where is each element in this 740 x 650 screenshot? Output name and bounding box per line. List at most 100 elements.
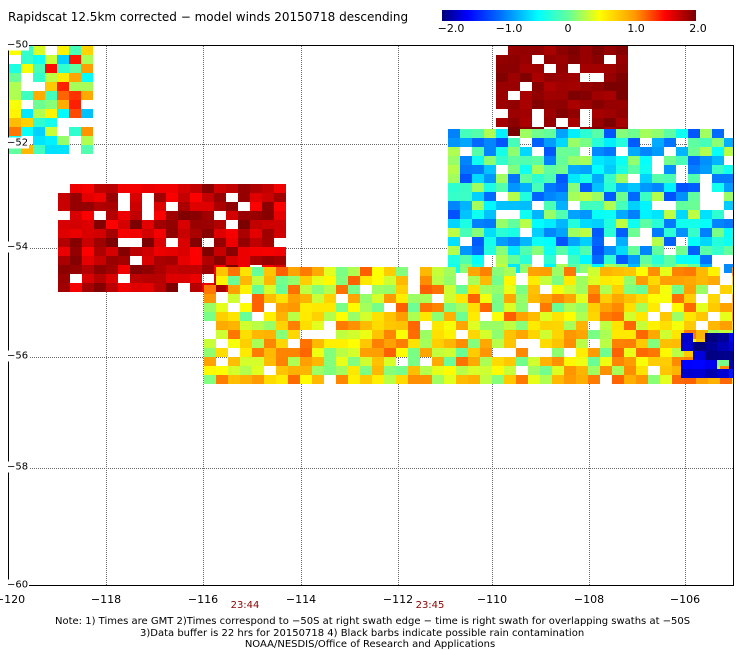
heatmap-cell — [687, 128, 700, 138]
heatmap-cell — [671, 356, 684, 366]
heatmap-cell — [239, 329, 252, 339]
heatmap-cell — [275, 347, 288, 357]
heatmap-cell — [616, 118, 629, 127]
heatmap-cell — [651, 137, 664, 147]
heatmap-cell — [287, 347, 300, 357]
heatmap-cell — [615, 155, 628, 165]
heatmap-cell — [699, 137, 712, 147]
heatmap-cell — [201, 247, 214, 256]
heatmap-cell — [591, 245, 604, 255]
grid-lat-54 — [9, 248, 733, 249]
heatmap-cell — [687, 245, 700, 255]
heatmap-cell — [729, 351, 733, 361]
heatmap-cell — [532, 82, 545, 91]
x-tick-label: −108 — [573, 593, 605, 606]
heatmap-cell — [731, 293, 733, 303]
heatmap-cell — [177, 229, 190, 238]
heatmap-cell — [395, 365, 408, 375]
heatmap-cell — [177, 193, 190, 202]
heatmap-cell — [9, 82, 21, 91]
heatmap-cell — [659, 320, 672, 330]
heatmap-cell — [447, 218, 460, 228]
heatmap-cell — [611, 374, 624, 384]
heatmap-cell — [81, 211, 94, 220]
heatmap-cell — [33, 109, 45, 118]
heatmap-cell — [592, 91, 605, 100]
heatmap-cell — [507, 155, 520, 165]
heatmap-cell — [93, 256, 106, 265]
heatmap-cell — [731, 302, 733, 312]
heatmap-cell — [471, 227, 484, 237]
heatmap-cell — [483, 191, 496, 201]
heatmap-cell — [443, 320, 456, 330]
heatmap-cell — [263, 347, 276, 357]
heatmap-cell — [723, 137, 733, 147]
heatmap-cell — [705, 333, 718, 343]
heatmap-cell — [33, 127, 45, 136]
heatmap-cell — [323, 266, 336, 276]
heatmap-cell — [531, 236, 544, 246]
colorbar — [442, 10, 696, 21]
heatmap-cell — [519, 218, 532, 228]
heatmap-cell — [177, 256, 190, 265]
heatmap-cell — [687, 164, 700, 174]
heatmap-cell — [9, 109, 21, 118]
footnote-line-3: NOAA/NESDIS/Office of Research and Appli… — [244, 639, 496, 650]
heatmap-cell — [719, 284, 732, 294]
heatmap-cell — [189, 256, 202, 265]
heatmap-cell — [471, 245, 484, 255]
heatmap-cell — [213, 229, 226, 238]
heatmap-cell — [592, 46, 605, 55]
heatmap-cell — [419, 365, 432, 375]
heatmap-cell — [141, 184, 154, 193]
heatmap-cell — [507, 245, 520, 255]
heatmap-cell — [93, 238, 106, 247]
heatmap-cell — [359, 365, 372, 375]
heatmap-cell — [647, 275, 660, 285]
heatmap-cell — [551, 365, 564, 375]
heatmap-cell — [579, 236, 592, 246]
heatmap-cell — [447, 128, 460, 138]
heatmap-cell — [69, 127, 81, 136]
heatmap-cell — [563, 338, 576, 348]
heatmap-cell — [455, 356, 468, 366]
heatmap-cell — [359, 320, 372, 330]
heatmap-cell — [153, 247, 166, 256]
heatmap-cell — [491, 320, 504, 330]
heatmap-cell — [567, 164, 580, 174]
heatmap-cell — [57, 256, 70, 265]
map-plot-area[interactable] — [8, 45, 734, 586]
heatmap-cell — [383, 338, 396, 348]
heatmap-cell — [731, 374, 733, 384]
map-title: Rapidscat 12.5km corrected − model winds… — [8, 10, 409, 24]
heatmap-cell — [165, 265, 178, 274]
heatmap-cell — [467, 275, 480, 285]
heatmap-cell — [213, 247, 226, 256]
heatmap-cell — [431, 347, 444, 357]
heatmap-cell — [117, 247, 130, 256]
heatmap-cell — [711, 137, 724, 147]
heatmap-cell — [520, 91, 533, 100]
heatmap-cell — [129, 247, 142, 256]
heatmap-cell — [431, 266, 444, 276]
heatmap-cell — [683, 293, 696, 303]
heatmap-cell — [117, 220, 130, 229]
heatmap-cell — [249, 238, 262, 247]
heatmap-cell — [467, 266, 480, 276]
heatmap-cell — [239, 374, 252, 384]
heatmap-cell — [33, 91, 45, 100]
heatmap-cell — [563, 266, 576, 276]
heatmap-cell — [544, 109, 557, 118]
heatmap-cell — [335, 338, 348, 348]
heatmap-cell — [603, 164, 616, 174]
heatmap-cell — [57, 274, 70, 283]
heatmap-cell — [539, 320, 552, 330]
heatmap-cell — [81, 46, 93, 55]
heatmap-cell — [419, 293, 432, 303]
heatmap-cell — [117, 229, 130, 238]
footnote-line-2: 3)Data buffer is 22 hrs for 20150718 4) … — [140, 628, 585, 639]
heatmap-cell — [203, 302, 216, 312]
heatmap-cell — [215, 329, 228, 339]
heatmap-cell — [311, 311, 324, 321]
heatmap-cell — [287, 311, 300, 321]
